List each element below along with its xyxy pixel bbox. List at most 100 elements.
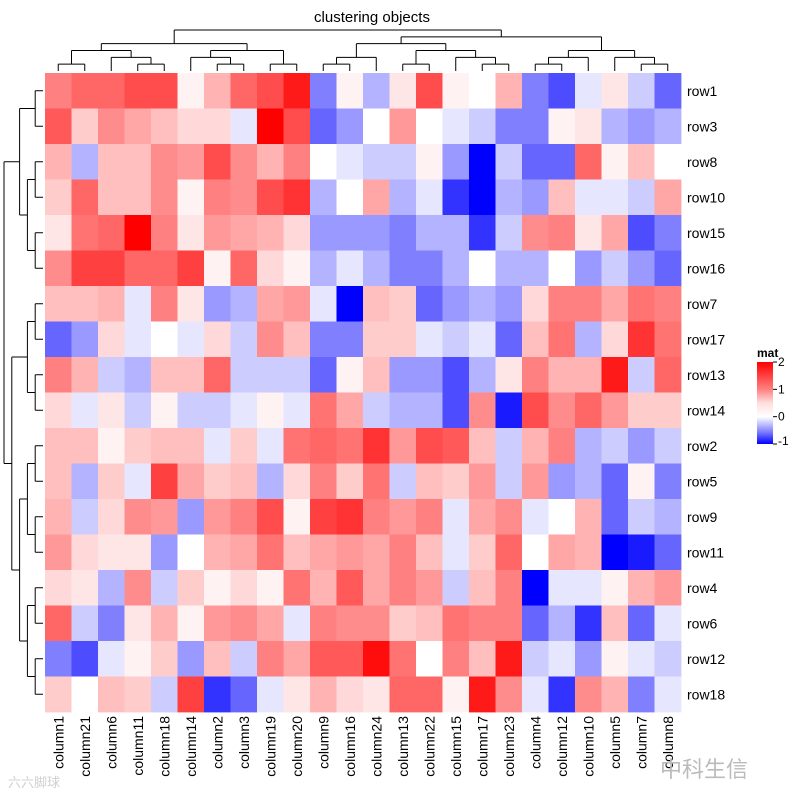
heatmap-cell-row10-column6 xyxy=(98,179,125,216)
heatmap-cell-row4-column10 xyxy=(575,570,602,606)
heatmap-cell-row15-column8 xyxy=(654,215,682,251)
heatmap-cell-row16-column4 xyxy=(522,250,549,287)
heatmap-cell-row18-column2 xyxy=(204,676,231,713)
heatmap-cell-row12-column3 xyxy=(230,641,258,677)
heatmap-cell-row16-column9 xyxy=(310,250,337,287)
heatmap-cell-row16-column5 xyxy=(601,250,629,287)
heatmap-cell-row8-column5 xyxy=(601,144,629,180)
heatmap-cell-row15-column17 xyxy=(469,215,496,251)
heatmap-cell-row12-column7 xyxy=(628,641,655,677)
column-label-column12: column12 xyxy=(554,716,570,777)
column-labels: column1 column21 column6 column11 column18 co… xyxy=(50,716,676,777)
heatmap-cell-row9-column24 xyxy=(363,499,390,535)
heatmap-cell-row2-column14 xyxy=(177,428,205,464)
heatmap-cell-row13-column6 xyxy=(98,357,125,393)
heatmap-cell-row10-column15 xyxy=(442,179,470,216)
heatmap-cell-row6-column22 xyxy=(416,605,443,642)
column-label-column20: column20 xyxy=(289,716,305,777)
heatmap-cell-row9-column16 xyxy=(336,499,364,535)
heatmap-cell-row1-column22 xyxy=(416,73,443,109)
row-label-row15: row15 xyxy=(687,225,725,241)
column-label-column21: column21 xyxy=(77,716,93,777)
heatmap-cell-row5-column16 xyxy=(336,463,364,500)
heatmap-cell-row8-column11 xyxy=(124,144,152,180)
heatmap-cell-row4-column17 xyxy=(469,570,496,606)
heatmap-cell-row16-column22 xyxy=(416,250,443,287)
heatmap-cell-row13-column21 xyxy=(71,357,99,393)
heatmap-cell-row14-column4 xyxy=(522,392,549,429)
heatmap-cell-row17-column4 xyxy=(522,321,549,358)
heatmap-cell-row13-column4 xyxy=(522,357,549,393)
heatmap-cell-row2-column21 xyxy=(71,428,99,464)
heatmap-cell-row8-column8 xyxy=(654,144,682,180)
heatmap-cell-row11-column7 xyxy=(628,534,655,571)
heatmap-cell-row14-column12 xyxy=(548,392,576,429)
heatmap-cell-row17-column19 xyxy=(257,321,284,358)
heatmap-cell-row10-column23 xyxy=(495,179,523,216)
heatmap-cell-row1-column7 xyxy=(628,73,655,109)
heatmap-cell-row8-column18 xyxy=(151,144,178,180)
heatmap-cell-row17-column8 xyxy=(654,321,682,358)
heatmap-cell-row3-column21 xyxy=(71,108,99,145)
heatmap-cell-row1-column23 xyxy=(495,73,523,109)
heatmap-cell-row2-column18 xyxy=(151,428,178,464)
heatmap-cell-row6-column16 xyxy=(336,605,364,642)
row-labels: row1 row3 row8 row10 row15 row16 row7 row17 row1… xyxy=(687,83,725,703)
heatmap-cell-row9-column19 xyxy=(257,499,284,535)
heatmap-cell-row17-column10 xyxy=(575,321,602,358)
heatmap-cell-row13-column8 xyxy=(654,357,682,393)
heatmap-cell-row17-column2 xyxy=(204,321,231,358)
heatmap-cell-row2-column15 xyxy=(442,428,470,464)
heatmap-cell-row3-column8 xyxy=(654,108,682,145)
heatmap-cell-row11-column11 xyxy=(124,534,152,571)
heatmap-cell-row2-column10 xyxy=(575,428,602,464)
heatmap-cell-row17-column5 xyxy=(601,321,629,358)
heatmap-cell-row17-column16 xyxy=(336,321,364,358)
heatmap-cell-row6-column17 xyxy=(469,605,496,642)
heatmap-cell-row14-column17 xyxy=(469,392,496,429)
heatmap-cell-row9-column10 xyxy=(575,499,602,535)
heatmap-cell-row14-column7 xyxy=(628,392,655,429)
heatmap-cell-row8-column9 xyxy=(310,144,337,180)
heatmap-cell-row11-column24 xyxy=(363,534,390,571)
heatmap-cell-row1-column4 xyxy=(522,73,549,109)
heatmap-cell-row1-column12 xyxy=(548,73,576,109)
heatmap-cell-row5-column11 xyxy=(124,463,152,500)
heatmap-cell-row3-column6 xyxy=(98,108,125,145)
heatmap-cell-row13-column13 xyxy=(389,357,417,393)
heatmap-cell-row18-column21 xyxy=(71,676,99,713)
heatmap-cell-row5-column6 xyxy=(98,463,125,500)
heatmap-cell-row13-column23 xyxy=(495,357,523,393)
heatmap-cell-row11-column2 xyxy=(204,534,231,571)
heatmap-cell-row11-column3 xyxy=(230,534,258,571)
heatmap-cell-row1-column6 xyxy=(98,73,125,109)
heatmap-cell-row1-column10 xyxy=(575,73,602,109)
heatmap-cell-row14-column23 xyxy=(495,392,523,429)
heatmap-cell-row16-column19 xyxy=(257,250,284,287)
heatmap-cell-row14-column9 xyxy=(310,392,337,429)
heatmap-cell-row3-column17 xyxy=(469,108,496,145)
heatmap-cell-row12-column16 xyxy=(336,641,364,677)
heatmap-cell-row8-column23 xyxy=(495,144,523,180)
heatmap-cell-row16-column13 xyxy=(389,250,417,287)
heatmap-cell-row1-column8 xyxy=(654,73,682,109)
heatmap-cell-row5-column20 xyxy=(283,463,311,500)
column-label-column5: column5 xyxy=(607,716,623,769)
heatmap-cell-row15-column2 xyxy=(204,215,231,251)
heatmap-cell-row7-column15 xyxy=(442,286,470,322)
heatmap-cell-row7-column12 xyxy=(548,286,576,322)
heatmap-cell-row2-column7 xyxy=(628,428,655,464)
heatmap-cell-row6-column1 xyxy=(45,605,72,642)
heatmap-cell-row15-column24 xyxy=(363,215,390,251)
heatmap-cell-row4-column9 xyxy=(310,570,337,606)
heatmap-cell-row1-column16 xyxy=(336,73,364,109)
heatmap-cell-row4-column1 xyxy=(45,570,72,606)
heatmap-cell-row15-column13 xyxy=(389,215,417,251)
column-label-column1: column1 xyxy=(50,716,66,769)
heatmap-cell-row17-column1 xyxy=(45,321,72,358)
heatmap-cell-row14-column18 xyxy=(151,392,178,429)
heatmap-cell-row13-column15 xyxy=(442,357,470,393)
heatmap-cell-row16-column6 xyxy=(98,250,125,287)
heatmap-cell-row5-column4 xyxy=(522,463,549,500)
heatmap-cell-row14-column6 xyxy=(98,392,125,429)
